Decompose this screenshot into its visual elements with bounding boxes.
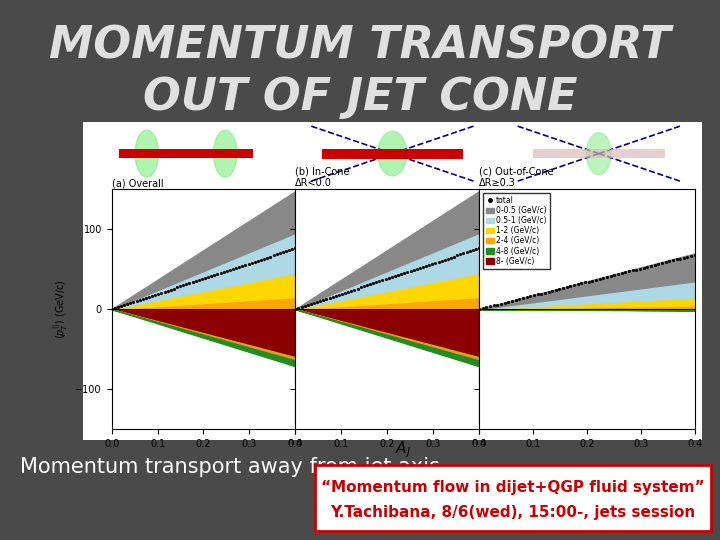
Text: (a) Overall: (a) Overall [112, 178, 163, 188]
Text: OUT OF JET CONE: OUT OF JET CONE [143, 76, 577, 119]
Text: (c) Out-of-Cone
ΔR≥0.3: (c) Out-of-Cone ΔR≥0.3 [479, 167, 554, 188]
FancyBboxPatch shape [533, 150, 665, 158]
Text: $A_J$: $A_J$ [395, 439, 411, 460]
Text: MOMENTUM TRANSPORT: MOMENTUM TRANSPORT [49, 24, 671, 68]
FancyBboxPatch shape [323, 148, 462, 159]
Text: Y.Tachibana, 8/6(wed), 15:00-, jets session: Y.Tachibana, 8/6(wed), 15:00-, jets sess… [330, 505, 696, 521]
Ellipse shape [213, 130, 237, 177]
Y-axis label: $\langle p_T^{||}\rangle$ (GeV/c): $\langle p_T^{||}\rangle$ (GeV/c) [51, 279, 70, 339]
Text: (b) In-Cone
ΔR<0.0: (b) In-Cone ΔR<0.0 [295, 167, 350, 188]
Legend: total, 0-0.5 (GeV/c), 0.5-1 (GeV/c), 1-2 (GeV/c), 2-4 (GeV/c), 4-8 (GeV/c), 8- (: total, 0-0.5 (GeV/c), 0.5-1 (GeV/c), 1-2… [483, 193, 549, 269]
Ellipse shape [378, 131, 407, 176]
Ellipse shape [135, 130, 158, 177]
Text: “Momentum flow in dijet+QGP fluid system”: “Momentum flow in dijet+QGP fluid system… [321, 480, 704, 495]
FancyBboxPatch shape [120, 149, 253, 158]
FancyBboxPatch shape [315, 465, 711, 531]
FancyBboxPatch shape [83, 122, 702, 440]
Text: Momentum transport away from jet axis: Momentum transport away from jet axis [20, 457, 441, 477]
Ellipse shape [586, 133, 611, 174]
